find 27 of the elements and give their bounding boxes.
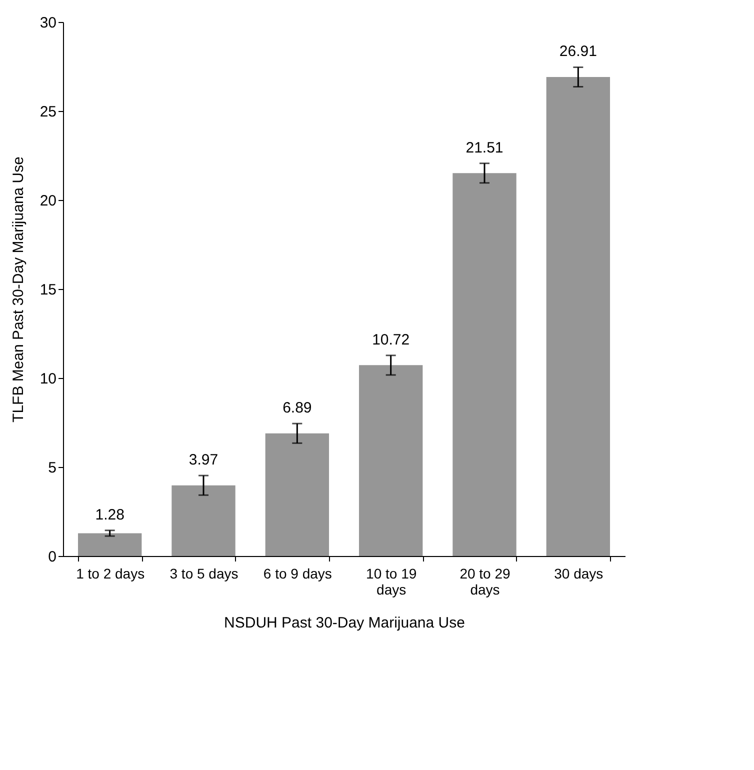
y-axis-title: TLFB Mean Past 30-Day Marijuana Use	[10, 156, 27, 422]
bar	[78, 533, 142, 556]
data-label: 6.89	[282, 400, 312, 417]
data-label: 21.51	[466, 139, 504, 156]
x-tick-label: 10 to 19 days	[366, 566, 417, 598]
data-label: 3.97	[188, 452, 218, 469]
data-label: 10.72	[372, 331, 410, 348]
bar	[358, 365, 423, 556]
y-tick-label: 0	[48, 548, 56, 566]
y-tick-label: 30	[40, 14, 56, 32]
x-tick-label: 1 to 2 days	[76, 566, 145, 582]
y-tick-label: 5	[48, 460, 56, 476]
x-tick-label: 30 days	[554, 566, 604, 582]
y-tick-label: 10	[40, 370, 56, 388]
bar	[265, 433, 330, 556]
bar	[546, 77, 610, 556]
y-tick-label: 15	[40, 282, 56, 298]
data-label: 26.91	[559, 43, 597, 60]
x-tick-label: 6 to 9 days	[263, 566, 332, 582]
x-tick-label: 20 to 29 days	[460, 566, 511, 598]
x-tick-label: 3 to 5 days	[170, 566, 238, 582]
y-tick-label: 25	[40, 104, 56, 120]
bar	[172, 485, 236, 556]
data-label: 1.28	[95, 506, 124, 524]
x-axis-title: NSDUH Past 30-Day Marijuana Use	[224, 614, 465, 632]
bar	[452, 173, 516, 556]
y-tick-label: 20	[40, 192, 56, 210]
